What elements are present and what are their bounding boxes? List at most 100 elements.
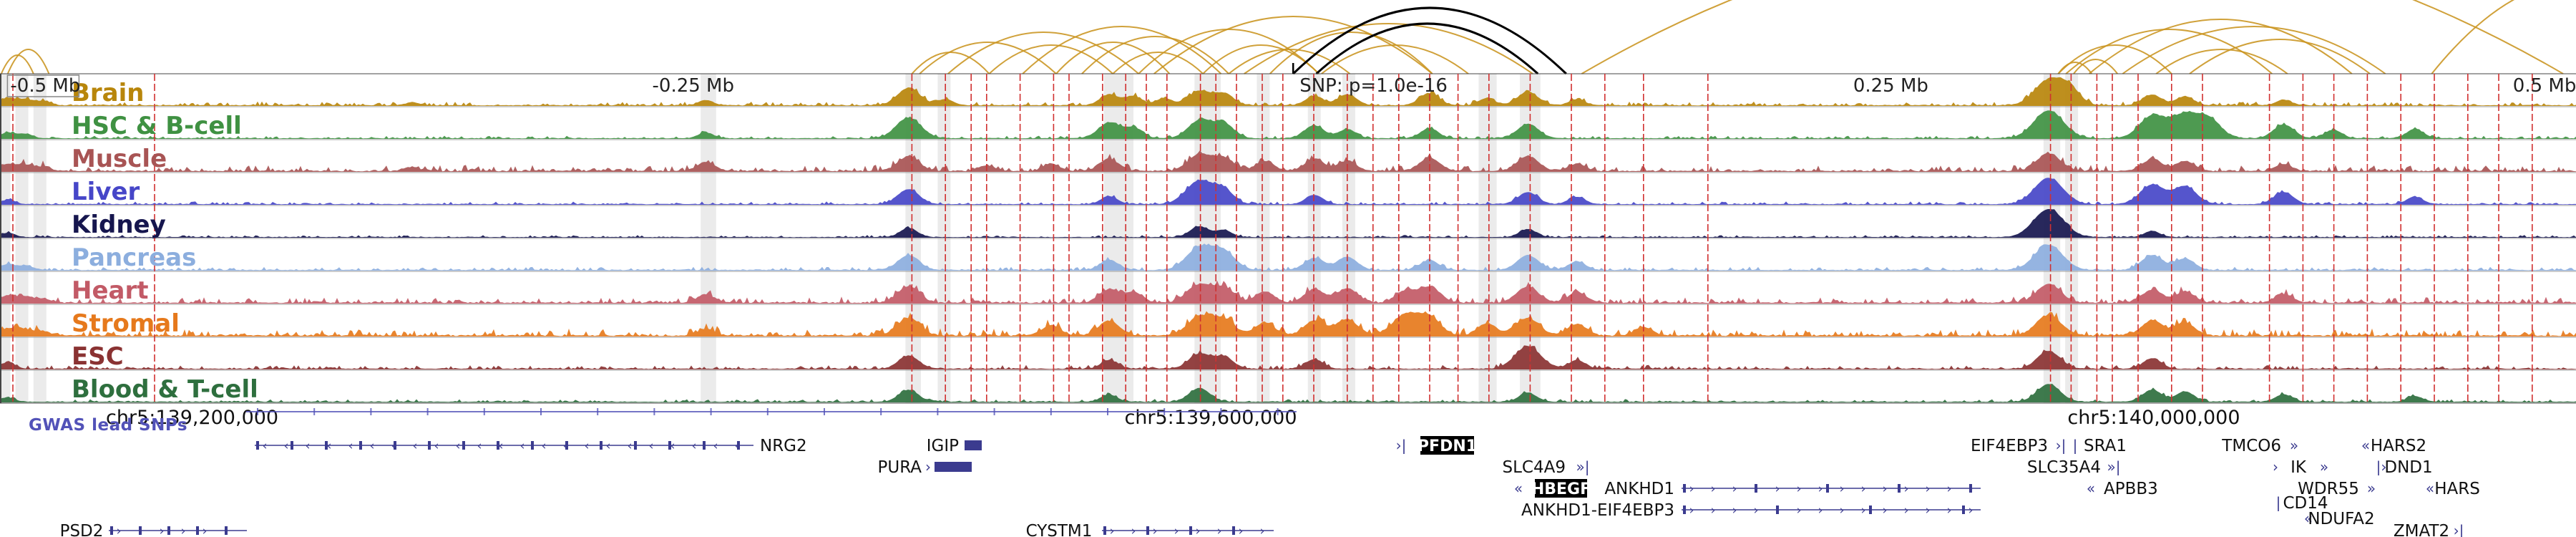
- interaction-arc: [6, 49, 50, 74]
- gene-hbegf[interactable]: « HBEGF: [1514, 479, 1591, 498]
- gene-label[interactable]: DND1: [2384, 458, 2432, 477]
- gene-wdr55[interactable]: » WDR55: [2298, 480, 2376, 498]
- gene-cystm1[interactable]: › › › › › › › › CYSTM1: [1026, 522, 1274, 537]
- exon-box: [703, 441, 706, 450]
- strand-arrow-icon: ›: [1926, 482, 1931, 496]
- gene-glyph-icon: |: [2073, 437, 2078, 454]
- gene-psd2[interactable]: ››››››PSD2: [60, 522, 247, 537]
- gene-label[interactable]: PSD2: [60, 522, 104, 537]
- track-label-muscle[interactable]: Muscle: [72, 145, 167, 173]
- gene-ankhd1[interactable]: ››››››››››››››ANKHD1: [1604, 480, 1981, 498]
- interaction-arc: [1202, 44, 1319, 74]
- gene-glyph-icon: «: [1514, 480, 1523, 497]
- gene-label[interactable]: ANKHD1: [1604, 480, 1674, 498]
- gene-label[interactable]: CD14: [2283, 494, 2328, 513]
- gene-label[interactable]: NDUFA2: [2308, 510, 2374, 528]
- interaction-arc: [2155, 49, 2288, 74]
- track-label-pancreas[interactable]: Pancreas: [72, 243, 196, 272]
- gene-glyph-icon: »: [2320, 458, 2328, 475]
- gene-label[interactable]: PURA: [878, 458, 922, 477]
- gene-ankhd1-eif4ebp3[interactable]: ››››››››››››››ANKHD1-EIF4EBP3: [1521, 501, 1981, 520]
- interaction-arc: [2431, 0, 2515, 74]
- gene-label[interactable]: SLC35A4: [2027, 458, 2101, 477]
- gene-label[interactable]: IK: [2290, 458, 2307, 477]
- gene-label[interactable]: HARS2: [2371, 437, 2426, 455]
- gene-pfdn1[interactable]: ›| PFDN1: [1396, 436, 1477, 455]
- coordinate-label: chr5:139,600,000: [1124, 407, 1297, 429]
- exon-box: [139, 526, 142, 535]
- gene-glyph-icon: ›: [925, 458, 931, 475]
- gene-eif4ebp3[interactable]: ›| EIF4EBP3: [1971, 437, 2066, 455]
- strand-arrow-icon: ›: [1926, 503, 1931, 518]
- gene-hars[interactable]: «HARS: [2426, 480, 2480, 498]
- strand-arrow-icon: ‹: [306, 439, 311, 453]
- strand-arrow-icon: ›: [160, 524, 165, 537]
- gene-igip[interactable]: IGIP: [927, 437, 982, 455]
- gene-pura[interactable]: ›PURA: [878, 458, 972, 477]
- gene-label[interactable]: HBEGF: [1531, 480, 1591, 498]
- gene-glyph-icon: |: [2276, 494, 2281, 511]
- gene-label[interactable]: PFDN1: [1418, 437, 1477, 455]
- gene-label[interactable]: HARS: [2434, 480, 2480, 498]
- strand-arrow-icon: ›: [1754, 503, 1759, 518]
- gene-label[interactable]: ANKHD1-EIF4EBP3: [1521, 501, 1674, 520]
- gene-label[interactable]: SLC4A9: [1503, 458, 1566, 477]
- exon-box: [428, 441, 431, 450]
- exon-box: [1146, 526, 1149, 535]
- strand-arrow-icon: ›: [1904, 482, 1909, 496]
- interaction-arc: [1055, 42, 1171, 74]
- strand-arrow-icon: ›: [1947, 503, 1952, 518]
- gene-glyph-icon: «: [2361, 437, 2370, 454]
- interaction-arc: [947, 32, 1139, 74]
- track-label-brain[interactable]: Brain: [72, 79, 145, 107]
- gene-glyph-icon: »|: [1576, 458, 1590, 475]
- gene-label[interactable]: APBB3: [2104, 480, 2158, 498]
- exon-box: [1755, 484, 1757, 493]
- strand-arrow-icon: ›: [181, 524, 186, 537]
- gene-dnd1[interactable]: |›DND1: [2376, 458, 2433, 477]
- gene-label[interactable]: WDR55: [2298, 480, 2359, 498]
- gene-label[interactable]: IGIP: [927, 437, 959, 455]
- strand-arrow-icon: ‹: [456, 439, 461, 453]
- gene-ik[interactable]: › » IK: [2273, 458, 2328, 477]
- gene-glyph-icon: «: [2426, 480, 2434, 497]
- exon-box: [1962, 505, 1965, 514]
- gene-label[interactable]: NRG2: [760, 437, 807, 455]
- gene-cd14[interactable]: | CD14: [2276, 494, 2328, 513]
- track-label-kidney[interactable]: Kidney: [72, 211, 166, 239]
- exon-box: [600, 441, 602, 450]
- track-label-blood-t-cell[interactable]: Blood & T-cell: [72, 375, 258, 404]
- gene-label[interactable]: ZMAT2: [2394, 522, 2449, 537]
- track-label-esc[interactable]: ESC: [72, 342, 124, 371]
- gene-zmat2[interactable]: ›| ZMAT2: [2394, 522, 2464, 537]
- signal-brain: [0, 77, 2576, 106]
- gene-exon-box: [935, 462, 972, 472]
- gene-label[interactable]: CYSTM1: [1026, 522, 1093, 537]
- gene-apbb3[interactable]: « APBB3: [2087, 480, 2158, 498]
- signal-heart: [0, 280, 2576, 304]
- gene-hars2[interactable]: «HARS2: [2361, 437, 2426, 455]
- gene-slc4a9[interactable]: »| SLC4A9: [1503, 458, 1590, 477]
- track-label-liver[interactable]: Liver: [72, 178, 140, 206]
- exon-box: [1869, 505, 1872, 514]
- track-label-heart[interactable]: Heart: [72, 276, 148, 305]
- gene-ndufa2[interactable]: «NDUFA2: [2304, 510, 2375, 528]
- gene-nrg2[interactable]: ‹‹‹‹‹‹‹‹‹‹‹‹‹‹‹‹‹‹‹‹‹‹‹NRG2: [255, 437, 807, 455]
- interaction-arc: [1244, 23, 1533, 74]
- gene-sra1[interactable]: | SRA1: [2073, 437, 2127, 455]
- strand-arrow-icon: ›: [1883, 482, 1888, 496]
- gene-label[interactable]: TMCO6: [2221, 437, 2281, 455]
- track-label-hsc-b-cell[interactable]: HSC & B-cell: [72, 112, 242, 140]
- strand-arrow-icon: ›: [1260, 524, 1265, 537]
- gene-tmco6[interactable]: » TMCO6: [2221, 437, 2298, 455]
- strand-arrow-icon: ‹: [649, 439, 654, 453]
- strand-arrow-icon: ‹: [628, 439, 633, 453]
- strand-arrow-icon: ›: [1217, 524, 1222, 537]
- track-label-stromal[interactable]: Stromal: [72, 309, 180, 338]
- gene-label[interactable]: SRA1: [2084, 437, 2127, 455]
- gene-label[interactable]: EIF4EBP3: [1971, 437, 2048, 455]
- gene-slc35a4[interactable]: »| SLC35A4: [2027, 458, 2121, 477]
- strand-arrow-icon: ‹: [348, 439, 353, 453]
